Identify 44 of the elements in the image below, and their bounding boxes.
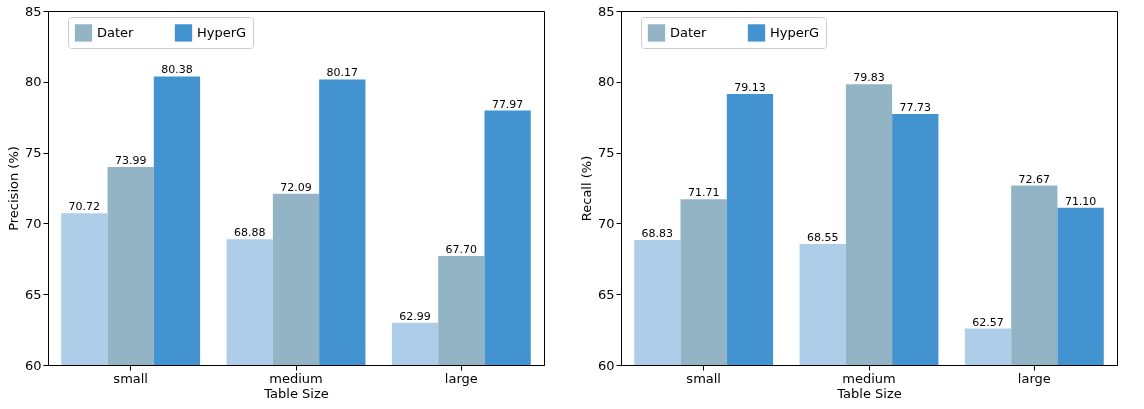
y-tick-label: 75 <box>24 145 42 161</box>
data-label: 72.67 <box>1018 172 1051 186</box>
data-label: 77.73 <box>899 100 932 114</box>
y-axis-title: Precision (%) <box>5 146 21 231</box>
x-axis-title: Table Size <box>263 385 329 401</box>
y-tick-label: 70 <box>597 215 615 231</box>
data-label: 68.88 <box>233 226 266 240</box>
y-tick-label: 60 <box>597 357 615 373</box>
data-label: 70.72 <box>68 200 101 214</box>
data-label: 67.70 <box>445 242 478 256</box>
data-label: 68.55 <box>806 230 839 244</box>
data-label: 73.99 <box>114 153 147 167</box>
y-tick-label: 60 <box>24 357 42 373</box>
data-label: 62.99 <box>399 309 431 323</box>
x-tick-label: large <box>444 370 478 386</box>
data-label: 71.71 <box>687 186 720 200</box>
data-label: 68.83 <box>641 226 674 240</box>
x-tick-label: medium <box>842 370 896 386</box>
y-tick-label: 65 <box>24 286 42 302</box>
legend-label: Dater <box>670 24 708 40</box>
data-label: 62.57 <box>972 315 1004 329</box>
data-label: 80.38 <box>161 63 193 77</box>
legend-label: HyperG <box>770 24 820 40</box>
data-label: 79.13 <box>734 81 766 95</box>
data-label: 80.17 <box>326 66 359 80</box>
y-tick-label: 75 <box>597 145 615 161</box>
data-label: 71.10 <box>1064 194 1097 208</box>
y-tick-label: 85 <box>24 3 42 19</box>
y-tick-label: 85 <box>597 3 615 19</box>
x-tick-label: medium <box>269 370 323 386</box>
legend-label: HyperG <box>197 24 247 40</box>
data-label: 77.97 <box>491 97 524 111</box>
y-tick-label: 80 <box>24 74 42 90</box>
x-axis-title: Table Size <box>836 385 902 401</box>
y-tick-label: 65 <box>597 286 615 302</box>
data-label: 79.83 <box>853 71 885 85</box>
y-tick-label: 80 <box>597 74 615 90</box>
y-tick-label: 70 <box>24 215 42 231</box>
data-label: 72.09 <box>280 180 312 194</box>
legend-label: Dater <box>97 24 135 40</box>
x-tick-label: large <box>1017 370 1051 386</box>
y-axis-title: Recall (%) <box>578 155 594 222</box>
x-tick-label: small <box>113 370 148 386</box>
x-tick-label: small <box>686 370 721 386</box>
